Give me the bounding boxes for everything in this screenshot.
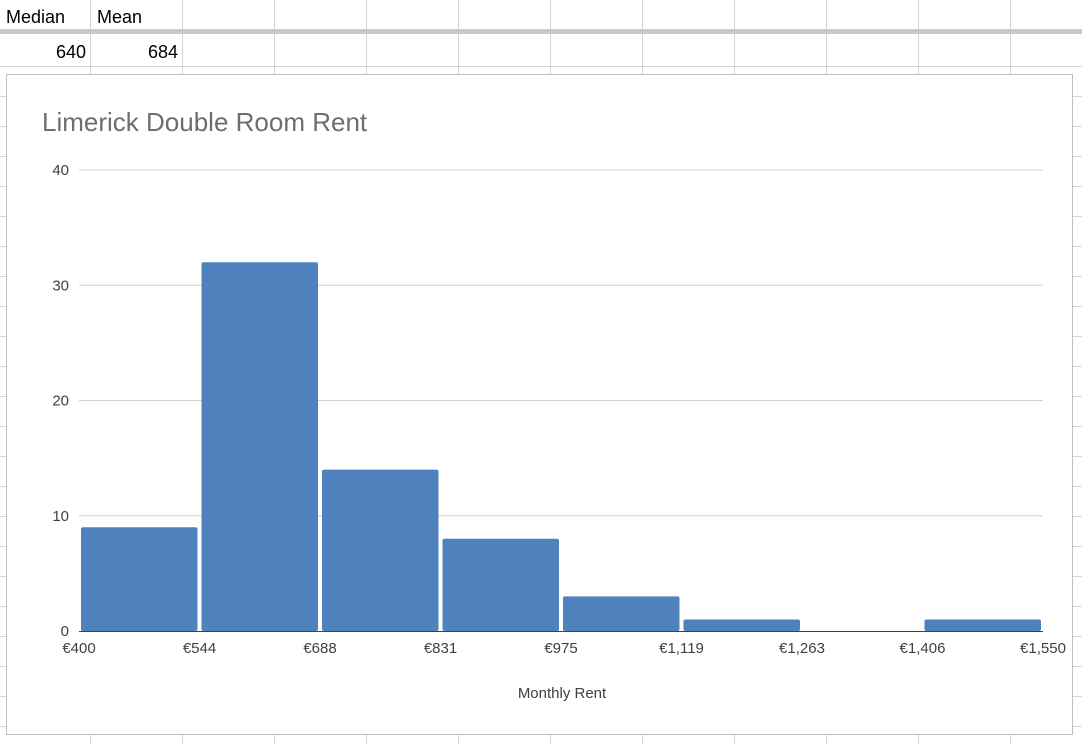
freeze-pane-divider (0, 29, 1082, 34)
histogram-bar[interactable] (924, 619, 1042, 631)
header-cell-mean[interactable]: Mean (97, 7, 143, 27)
histogram-bar[interactable] (683, 619, 801, 631)
x-tick-label: €688 (303, 640, 336, 657)
value-cell-mean[interactable]: 684 (147, 42, 178, 62)
histogram-bar[interactable] (442, 538, 560, 631)
histogram-bar[interactable] (81, 527, 198, 631)
header-cell-median[interactable]: Median (6, 7, 66, 27)
x-tick-label: €400 (62, 640, 95, 657)
y-tick-label: 0 (61, 623, 69, 640)
x-tick-label: €831 (424, 640, 457, 657)
y-tick-label: 30 (52, 277, 69, 294)
histogram-bar[interactable] (563, 596, 680, 631)
y-tick-label: 40 (52, 162, 69, 179)
chart-area[interactable]: Limerick Double Room Rent 0 10 20 30 40 €400 €… (6, 74, 1073, 735)
histogram-plot[interactable]: 0 10 20 30 40 €400 €544 €688 €831 €975 €1,119 €1,26… (7, 75, 1074, 736)
chart-title[interactable]: Limerick Double Room Rent (42, 107, 368, 137)
x-axis-title: Monthly Rent (518, 685, 607, 702)
y-tick-label: 10 (52, 508, 69, 525)
histogram-bar[interactable] (201, 262, 319, 631)
value-cell-median[interactable]: 640 (55, 42, 86, 62)
x-tick-label: €1,550 (1020, 640, 1066, 657)
x-tick-label: €544 (183, 640, 216, 657)
x-tick-label: €1,406 (900, 640, 946, 657)
y-tick-label: 20 (52, 393, 69, 410)
x-tick-label: €1,119 (659, 640, 704, 657)
histogram-bar[interactable] (322, 469, 439, 631)
x-tick-label: €1,263 (779, 640, 825, 657)
x-tick-label: €975 (544, 640, 577, 657)
